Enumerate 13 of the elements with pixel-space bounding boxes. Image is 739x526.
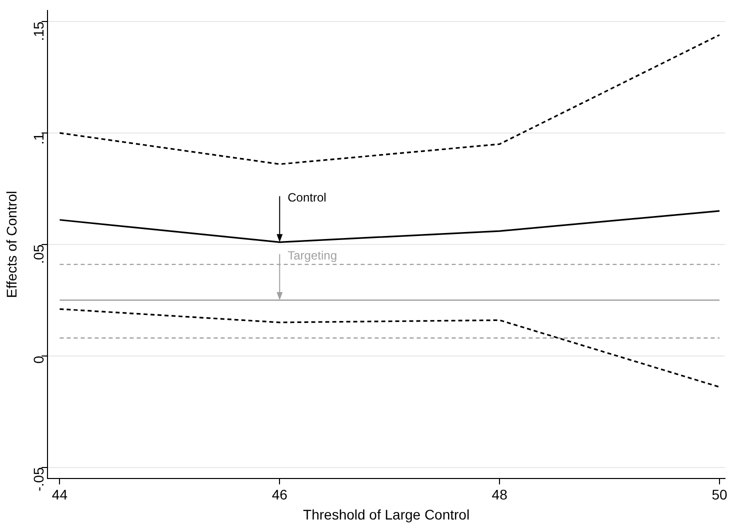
x-tick-label: 44 [52, 486, 68, 503]
annotation: Targeting [288, 248, 338, 262]
y-tick-label: .1 [30, 132, 46, 145]
annotation: Control [288, 190, 326, 204]
y-axis-title: Effects of Control [3, 190, 20, 298]
x-axis-title: Threshold of Large Control [303, 506, 470, 522]
x-tick-label: 48 [492, 486, 508, 503]
y-tick-label: .15 [30, 21, 46, 42]
x-tick-label: 50 [712, 486, 728, 503]
y-tick-label: .05 [30, 244, 46, 264]
y-tick-label: -.05 [30, 467, 46, 492]
y-tick-label: 0 [30, 356, 46, 364]
x-tick-label: 46 [272, 486, 288, 503]
